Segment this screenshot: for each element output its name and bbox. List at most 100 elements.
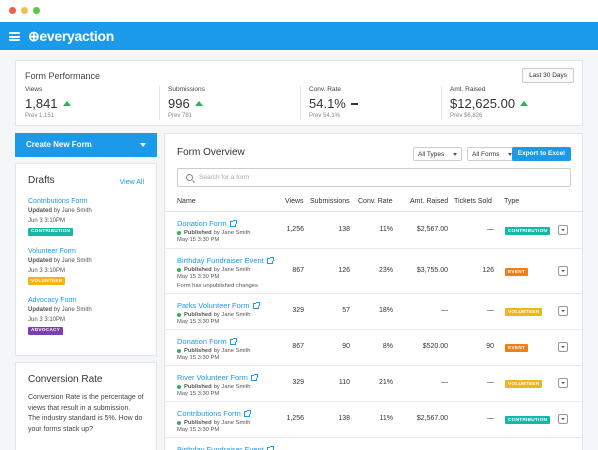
external-link-icon[interactable] [229,219,237,227]
external-link-icon[interactable] [266,445,274,450]
row-actions-dropdown[interactable] [558,378,568,388]
amt-raised-cell: — [441,307,448,314]
top-nav-bar: ⊕everyaction [0,22,598,50]
minimize-window-button[interactable] [21,7,28,14]
app-logo[interactable]: ⊕everyaction [28,28,114,44]
column-header-type[interactable]: Type [504,198,520,205]
tickets-sold-cell: — [487,379,494,386]
metric-previous: Prev 781 [168,113,193,119]
form-status: Published [184,230,212,236]
draft-updated-by: by Jane Smith [53,307,92,313]
draft-name-link[interactable]: Contributions Form [28,198,88,205]
type-badge: CONTRIBUTION [505,227,551,235]
search-icon [186,174,193,181]
metric-previous: Prev 1,151 [25,113,55,119]
conv-rate-cell: 11% [379,226,394,233]
chevron-down-icon [508,153,512,156]
table-row[interactable]: Contributions Form Published by Jane Smith… [165,402,584,438]
status-dot-icon [177,268,181,272]
external-link-icon[interactable] [243,409,251,417]
column-header-name[interactable]: Name [177,198,196,205]
overview-title: Form Overview [177,147,245,158]
submissions-cell: 57 [342,307,350,314]
status-dot-icon [177,421,181,425]
menu-icon[interactable] [9,32,20,41]
draft-item: Contributions Form Updated by Jane Smith… [28,198,144,236]
metric-label: Conv. Rate [309,86,342,93]
draft-updated-label: Updated [28,257,52,264]
row-actions-dropdown[interactable] [558,225,568,235]
form-name-link[interactable]: Donation Form [177,219,227,228]
form-name-cell: Donation Form Published by Jane Smith May 1… [177,219,250,243]
table-row[interactable]: River Volunteer Form Published by Jane Smi… [165,366,584,402]
status-dot-icon [177,349,181,353]
form-date: May 15 3:30 PM [177,319,220,325]
form-name-link[interactable]: Birthday Fundraiser Event [177,445,264,450]
external-link-icon[interactable] [252,301,260,309]
chevron-down-icon [453,153,457,156]
metric-value: 1,841 [25,96,58,111]
draft-name-link[interactable]: Volunteer Form [28,247,76,255]
table-row[interactable]: Birthday Fundraiser Event [165,438,584,450]
views-cell: 1,256 [286,226,304,233]
date-range-button[interactable]: Last 30 Days [522,68,574,83]
form-performance-panel: Form Performance Last 30 Days Views 1,84… [15,60,583,126]
table-row[interactable]: Birthday Fundraiser Event Published by Jan… [165,249,584,294]
form-date: May 15 3:30 PM [177,274,220,280]
external-link-icon[interactable] [266,256,274,264]
form-date: May 15 3:30 PM [177,355,220,361]
close-window-button[interactable] [9,7,16,14]
metric-value: 54.1% [309,96,346,111]
row-actions-dropdown[interactable] [558,306,568,316]
column-header-amt-raised[interactable]: Amt. Raised [410,198,449,205]
row-actions-dropdown[interactable] [558,266,568,276]
amt-raised-cell: $520.00 [422,343,448,350]
form-name-link[interactable]: River Volunteer Form [177,373,248,382]
table-row[interactable]: Donation Form Published by Jane Smith May 1… [165,330,584,366]
amt-raised-cell: $2,567.00 [416,226,448,233]
create-button-label: Create New Form [26,140,92,149]
search-input[interactable]: Search for a form [177,168,571,187]
draft-date: Jun 3 3:10PM [28,267,66,274]
conv-rate-cell: 18% [378,307,393,314]
title-bar [0,0,598,22]
column-header-submissions[interactable]: Submissions [310,198,350,205]
form-name-link[interactable]: Parks Volunteer Form [177,301,250,310]
forms-filter-select[interactable]: All Forms [467,147,517,161]
column-header-tickets-sold[interactable]: Tickets Sold [454,198,492,205]
type-badge: CONTRIBUTION [505,416,551,424]
table-row[interactable]: Parks Volunteer Form Published by Jane Smi… [165,294,584,330]
type-filter-select[interactable]: All Types [413,147,462,161]
external-link-icon[interactable] [229,337,237,345]
draft-date: Jun 3 3:10PM [28,218,66,224]
row-actions-dropdown[interactable] [558,414,568,424]
form-name-cell: Birthday Fundraiser Event [177,445,274,450]
column-header-views[interactable]: Views [285,198,304,205]
form-published-by: by Jane Smith [213,230,251,236]
external-link-icon[interactable] [250,373,258,381]
metric-conv-rate: Conv. Rate 54.1% Prev 54.1% [300,86,358,120]
conv-rate-cell: 11% [379,415,394,422]
draft-updated-by: by Jane Smith [53,257,92,264]
export-to-excel-button[interactable]: Export to Excel [511,147,571,161]
column-header-conv-rate[interactable]: Conv. Rate [358,198,393,205]
view-all-link[interactable]: View All [119,179,144,186]
form-name-link[interactable]: Donation Form [177,337,227,346]
metric-value: 996 [168,96,190,111]
tickets-sold-cell: 126 [482,267,494,274]
submissions-cell: 138 [338,415,350,422]
amt-raised-cell: $2,567.00 [416,415,448,422]
form-name-link[interactable]: Contributions Form [177,409,241,418]
views-cell: 329 [292,379,304,386]
create-new-form-button[interactable]: Create New Form [15,133,157,157]
row-actions-dropdown[interactable] [558,342,568,352]
unpublished-note: Form has unpublished changes [177,283,258,289]
table-row[interactable]: Donation Form Published by Jane Smith May 1… [165,212,584,249]
form-status: Published [184,420,212,426]
maximize-window-button[interactable] [33,7,40,14]
form-name-link[interactable]: Birthday Fundraiser Event [177,256,264,265]
form-status: Published [184,267,212,273]
conv-rate-cell: 23% [378,267,393,274]
draft-name-link[interactable]: Advocacy Form [28,297,77,304]
